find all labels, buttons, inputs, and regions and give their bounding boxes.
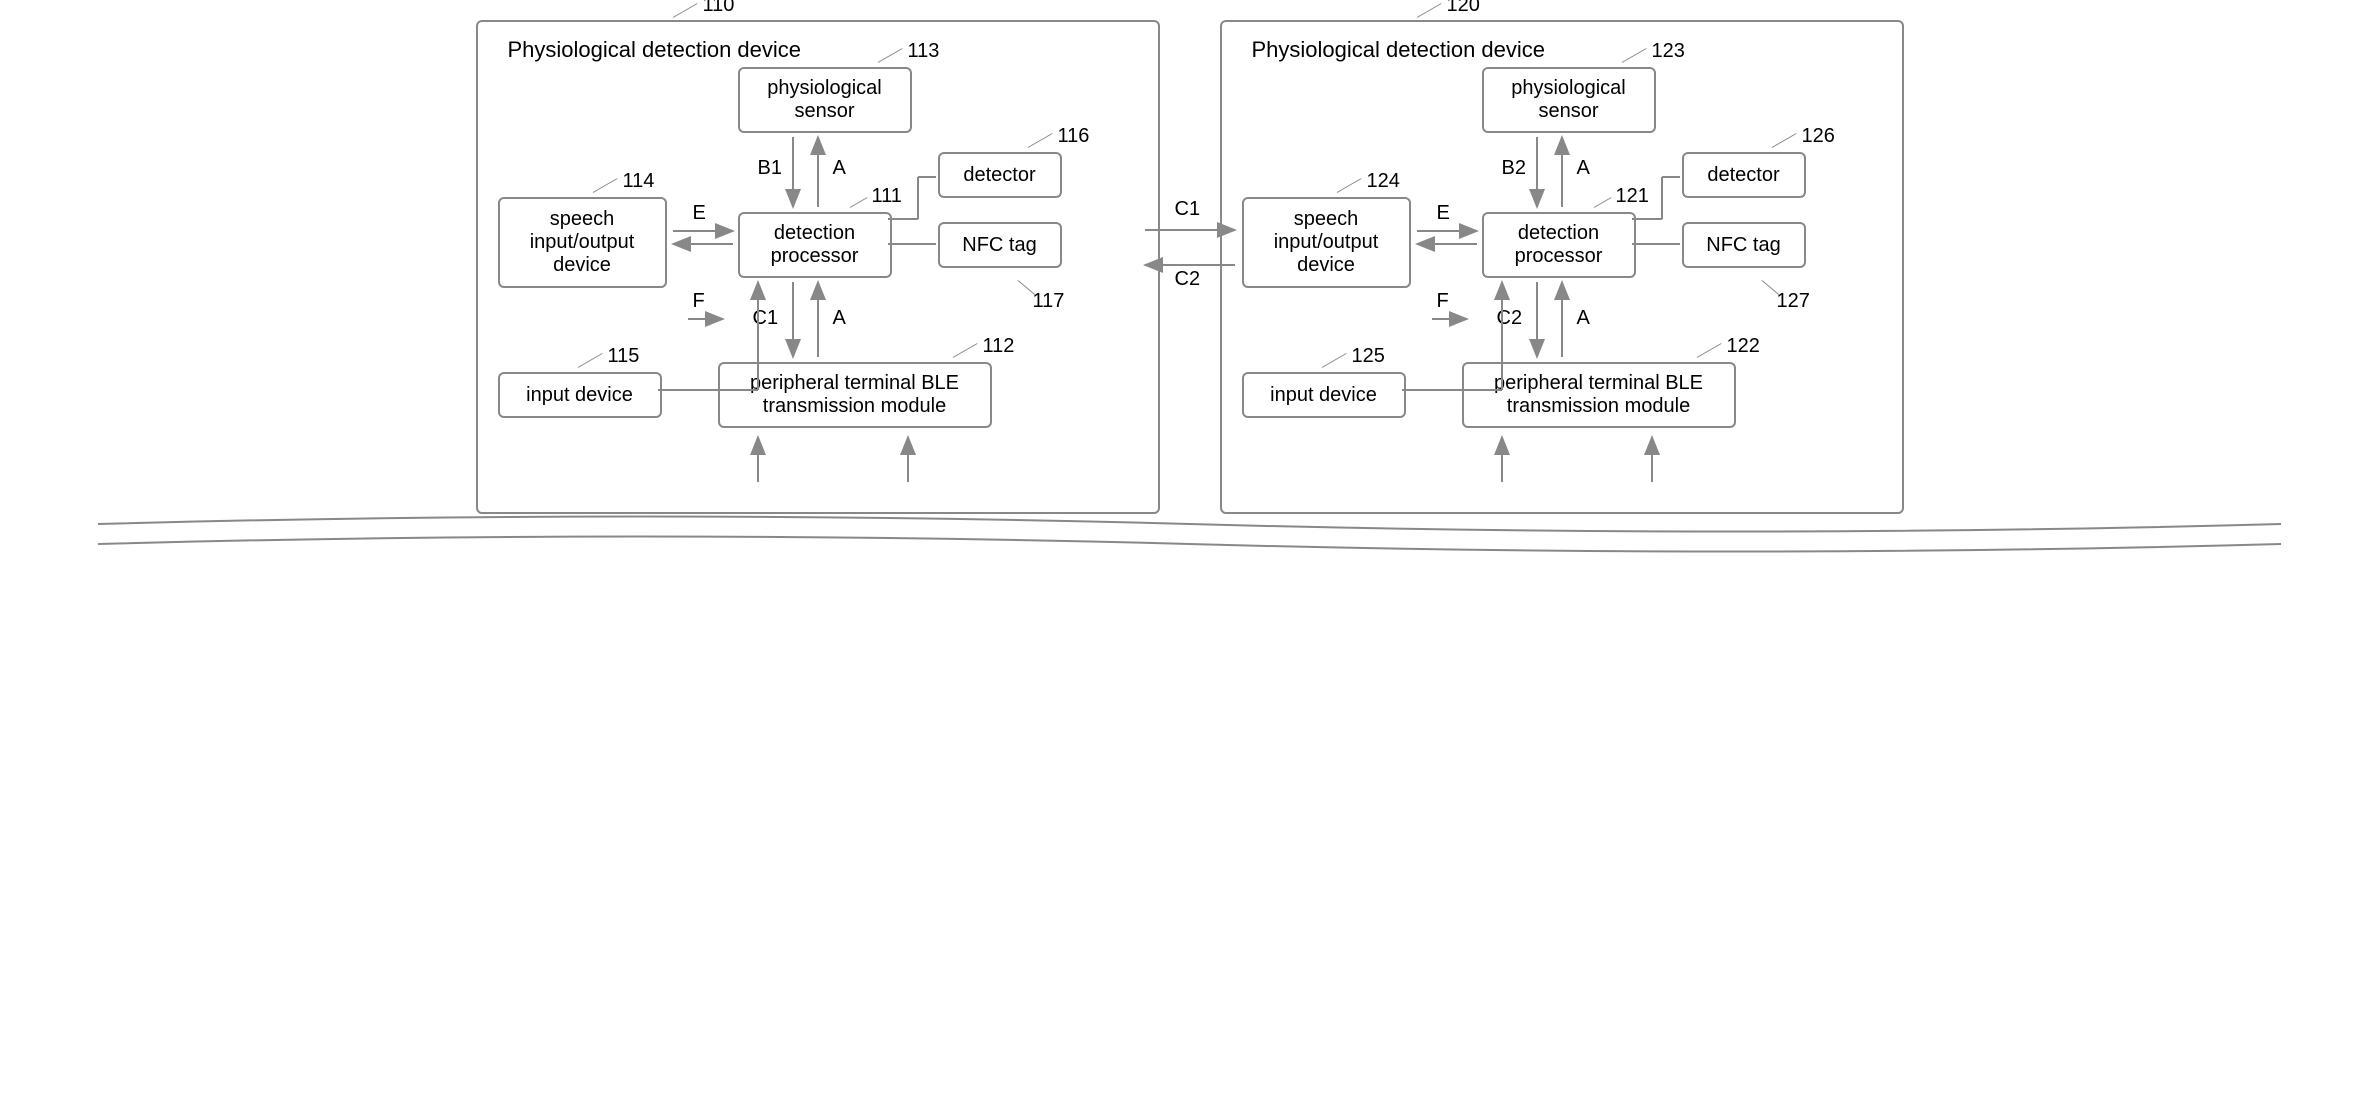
signal-label: B2: [1502, 157, 1526, 180]
block-detector: detector: [1682, 152, 1806, 198]
leader-line: [672, 3, 697, 18]
signal-label: A: [1577, 157, 1590, 180]
device-110: 110 Physiological detection device physi…: [476, 20, 1160, 514]
signal-label: A: [833, 157, 846, 180]
wavy-svg: [20, 504, 2359, 564]
leader-line: [1416, 3, 1441, 18]
leader-line: [1027, 133, 1052, 148]
leader-line: [1761, 280, 1778, 295]
block-label: peripheral terminal BLE transmission mod…: [1474, 372, 1724, 418]
ref: 121: [1616, 185, 1649, 208]
ref: 124: [1367, 170, 1400, 193]
block-speech: speech input/output device: [498, 197, 667, 288]
block-ble: peripheral terminal BLE transmission mod…: [718, 362, 992, 428]
block-label: physiological sensor: [1494, 77, 1644, 123]
ref: 123: [1652, 40, 1685, 63]
signal-label: A: [1577, 307, 1590, 330]
signal-label: E: [693, 202, 706, 225]
ref: 127: [1777, 290, 1810, 313]
block-sensor: physiological sensor: [738, 67, 912, 133]
block-processor: detection processor: [738, 212, 892, 278]
block-processor: detection processor: [1482, 212, 1636, 278]
signal-label: F: [1437, 290, 1449, 313]
block-label: NFC tag: [962, 234, 1036, 257]
block-sensor: physiological sensor: [1482, 67, 1656, 133]
block-nfc: NFC tag: [1682, 222, 1806, 268]
leader-line: [849, 197, 867, 208]
block-input: input device: [498, 372, 662, 418]
signal-label: C2: [1175, 268, 1201, 291]
wavy-bus: [20, 504, 2359, 564]
signal-label: F: [693, 290, 705, 313]
signal-label: E: [1437, 202, 1450, 225]
ref: 114: [623, 170, 655, 193]
block-label: input device: [1270, 384, 1377, 407]
block-detector: detector: [938, 152, 1062, 198]
ref: 115: [608, 345, 640, 368]
block-label: peripheral terminal BLE transmission mod…: [730, 372, 980, 418]
ref: 111: [872, 185, 902, 208]
leader-line: [592, 178, 617, 193]
block-label: speech input/output device: [510, 208, 655, 277]
block-label: speech input/output device: [1254, 208, 1399, 277]
leader-line: [1696, 343, 1721, 358]
block-label: input device: [526, 384, 633, 407]
device-title: Physiological detection device: [508, 37, 802, 63]
ref-110: 110: [703, 0, 735, 17]
leader-line: [1593, 197, 1611, 208]
ref: 113: [908, 40, 940, 63]
leader-line: [1621, 48, 1646, 63]
block-label: physiological sensor: [750, 77, 900, 123]
block-speech: speech input/output device: [1242, 197, 1411, 288]
ref: 126: [1802, 125, 1835, 148]
ref-120: 120: [1447, 0, 1480, 17]
signal-label: A: [833, 307, 846, 330]
signal-label: C2: [1497, 307, 1523, 330]
leader-line: [1017, 280, 1034, 295]
block-ble: peripheral terminal BLE transmission mod…: [1462, 362, 1736, 428]
leader-line: [952, 343, 977, 358]
block-nfc: NFC tag: [938, 222, 1062, 268]
block-input: input device: [1242, 372, 1406, 418]
ref: 116: [1058, 125, 1090, 148]
leader-line: [1771, 133, 1796, 148]
block-label: detection processor: [1494, 222, 1624, 268]
block-label: detector: [963, 164, 1035, 187]
signal-label: B1: [758, 157, 782, 180]
leader-line: [577, 353, 602, 368]
leader-line: [1336, 178, 1361, 193]
ref: 125: [1352, 345, 1385, 368]
block-label: detection processor: [750, 222, 880, 268]
ref: 112: [983, 335, 1015, 358]
signal-label: C1: [1175, 198, 1201, 221]
device-title: Physiological detection device: [1252, 37, 1546, 63]
signal-label: C1: [753, 307, 779, 330]
ref: 122: [1727, 335, 1760, 358]
leader-line: [877, 48, 902, 63]
ref: 117: [1033, 290, 1065, 313]
device-120: 120 Physiological detection device physi…: [1220, 20, 1904, 514]
leader-line: [1321, 353, 1346, 368]
block-label: NFC tag: [1706, 234, 1780, 257]
block-label: detector: [1707, 164, 1779, 187]
block-diagram: 110 Physiological detection device physi…: [20, 20, 2359, 514]
